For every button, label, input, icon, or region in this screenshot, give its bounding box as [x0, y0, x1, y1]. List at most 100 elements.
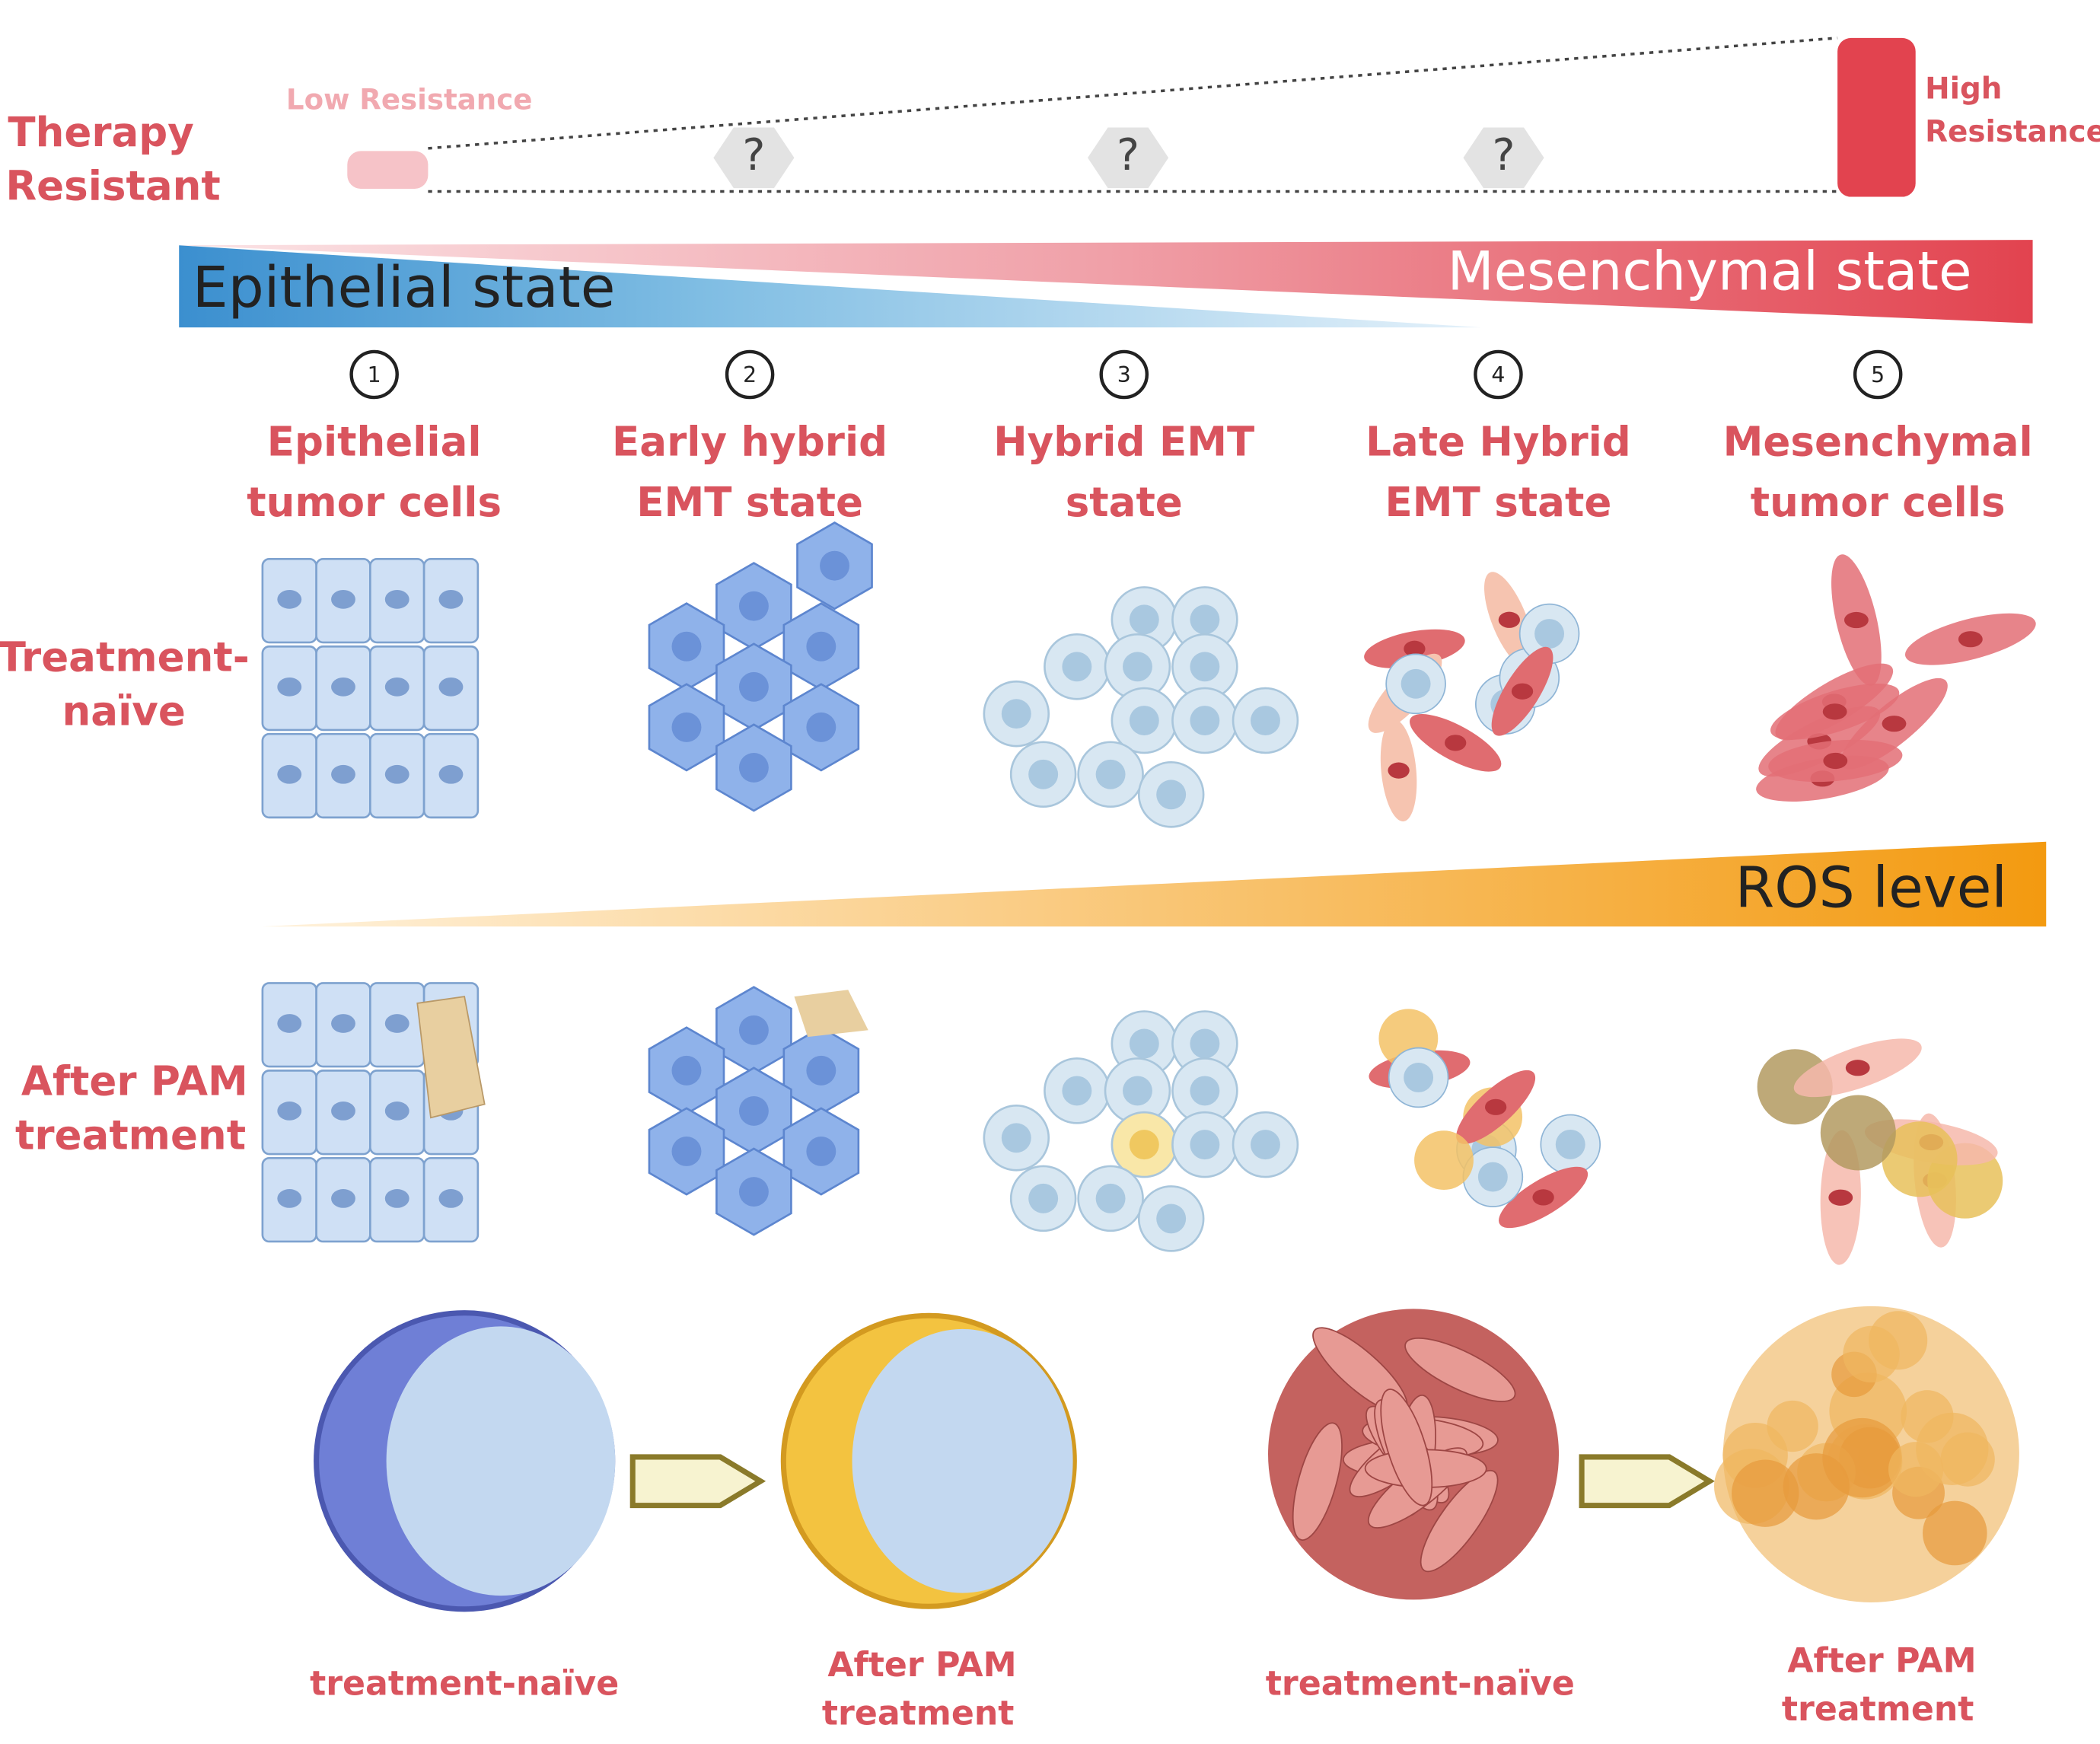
high-label: Resistance [1925, 115, 2100, 149]
nucleus [1843, 611, 1869, 629]
nucleus [331, 677, 355, 697]
nucleus [1401, 668, 1431, 699]
nucleus [738, 1095, 769, 1126]
unknown-mark: ? [1117, 130, 1139, 180]
row-label: naïve [62, 687, 186, 735]
nucleus [438, 589, 464, 609]
mesenchymal-label: Mesenchymal state [1448, 240, 1972, 303]
nucleus [1251, 1130, 1280, 1160]
nucleus [1129, 1028, 1159, 1059]
spheroid-cell [1404, 1337, 1516, 1402]
stage-title: Hybrid EMT [993, 419, 1254, 466]
nucleus [1095, 759, 1126, 789]
nucleus [1445, 735, 1467, 751]
nucleus [1190, 652, 1220, 682]
spheroid-debris [1767, 1400, 1818, 1452]
nucleus [331, 1014, 355, 1033]
nucleus [438, 764, 464, 784]
spheroid-debris [1732, 1459, 1799, 1527]
nucleus [1190, 706, 1220, 735]
nucleus [1477, 1162, 1508, 1192]
stage-title: tumor cells [247, 479, 502, 526]
row-label: treatment [15, 1111, 246, 1159]
stage-number: 1 [368, 362, 381, 387]
nucleus [1498, 611, 1521, 628]
dying-cell [416, 996, 486, 1119]
nucleus [671, 712, 702, 742]
nucleus [331, 589, 355, 609]
spheroid-debris [1822, 1417, 1902, 1498]
stage-number: 2 [743, 362, 757, 387]
nucleus [1156, 1204, 1187, 1234]
nucleus [1555, 1129, 1585, 1159]
spheroid-cell [1292, 1422, 1343, 1541]
side-label: Therapy [8, 109, 193, 156]
nucleus [277, 589, 302, 609]
nucleus [1123, 652, 1152, 682]
stages: 1 Epithelial tumor cells 2 Early hybrid EMT s… [247, 349, 2033, 526]
nucleus [1388, 762, 1410, 779]
resistance-bar: ??? [347, 37, 1916, 197]
nucleus [806, 1137, 836, 1166]
nucleus [277, 764, 302, 784]
nucleus [1882, 716, 1907, 732]
nucleus [384, 764, 409, 784]
high-marker [1837, 37, 1916, 197]
nucleus [384, 589, 409, 609]
low-marker [347, 151, 429, 189]
spheroid-core [852, 1328, 1073, 1593]
stage-title: Mesenchymal [1723, 419, 2033, 466]
nucleus [1129, 604, 1159, 635]
nucleus [384, 1102, 409, 1121]
nucleus [438, 677, 464, 697]
nucleus [384, 1014, 409, 1033]
unknown-hexagon [713, 127, 795, 189]
nucleus [1190, 1028, 1220, 1059]
nucleus [1001, 1123, 1031, 1153]
stage-title: Epithelial [267, 419, 482, 466]
ros-wedge [262, 841, 2047, 927]
stage-circle [349, 349, 399, 400]
caption: treatment [1782, 1690, 1974, 1729]
spheroid-debris [1843, 1325, 1900, 1383]
stage-circle [1474, 349, 1523, 400]
unknown-hexagon [1463, 127, 1544, 189]
nucleus [1532, 1189, 1554, 1206]
arrow [629, 1454, 766, 1509]
nucleus [1190, 1130, 1220, 1160]
stage-number: 5 [1871, 362, 1885, 387]
nucleus [277, 677, 302, 697]
nucleus [738, 671, 769, 702]
nucleus [438, 1189, 464, 1208]
dying-cell [794, 990, 868, 1038]
nucleus [1156, 780, 1187, 810]
nucleus [384, 1189, 409, 1208]
stage-number: 3 [1117, 362, 1131, 387]
low-label: Low Resistance [286, 83, 532, 116]
caption: treatment-naïve [310, 1665, 619, 1704]
nucleus [1534, 619, 1565, 649]
arrow [1579, 1454, 1715, 1509]
dying-cell [1882, 1121, 1958, 1197]
nucleus [1062, 1076, 1092, 1106]
spheroids [314, 1306, 2019, 1612]
row-label: After PAM [21, 1058, 248, 1105]
nucleus [1484, 1098, 1507, 1115]
nucleus [806, 1055, 836, 1086]
nucleus [1123, 1076, 1152, 1106]
stage-title: Late Hybrid [1365, 419, 1631, 466]
stage-title: Early hybrid [612, 419, 887, 466]
nucleus [277, 1014, 302, 1033]
spheroid-debris [1888, 1442, 1944, 1497]
nucleus [806, 631, 836, 662]
nucleus [1028, 1183, 1059, 1213]
dying-cell [1414, 1130, 1474, 1191]
nucleus [820, 550, 849, 581]
stage-title: EMT state [1385, 479, 1612, 526]
nucleus [1404, 1063, 1434, 1092]
nucleus [738, 591, 769, 621]
stage-circle [1853, 349, 1903, 400]
stage-title: state [1066, 479, 1183, 526]
